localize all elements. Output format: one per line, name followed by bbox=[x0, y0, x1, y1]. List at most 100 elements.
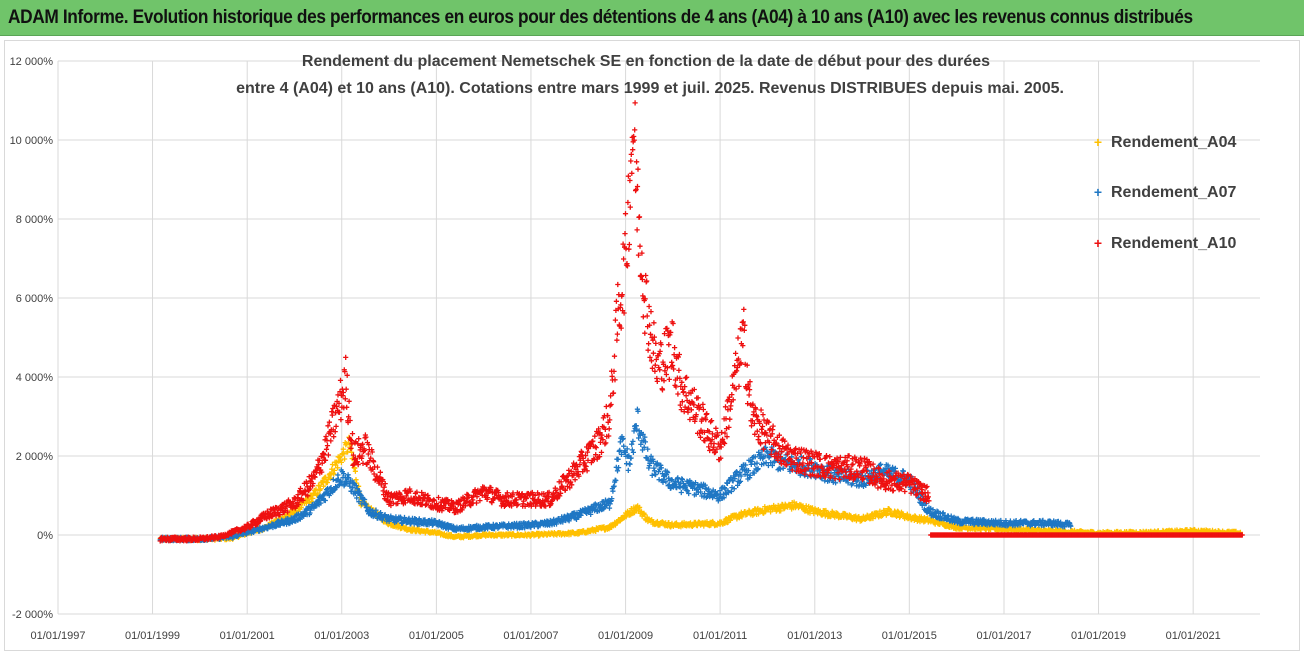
point-rendement-a10 bbox=[635, 166, 641, 172]
point-rendement-a04 bbox=[347, 446, 353, 452]
point-rendement-a04 bbox=[308, 499, 315, 505]
point-rendement-a10 bbox=[827, 454, 833, 460]
point-rendement-a10 bbox=[700, 401, 706, 407]
point-rendement-a10 bbox=[758, 407, 764, 413]
x-tick-label: 01/01/2021 bbox=[1166, 630, 1221, 642]
point-rendement-a10 bbox=[333, 423, 339, 429]
y-tick-label: 0% bbox=[37, 530, 53, 542]
point-rendement-a10 bbox=[628, 158, 634, 164]
point-rendement-a10 bbox=[603, 440, 609, 446]
x-tick-label: 01/01/2019 bbox=[1071, 630, 1126, 642]
point-rendement-a10 bbox=[360, 460, 366, 466]
point-rendement-a07 bbox=[627, 461, 633, 467]
chart-frame bbox=[4, 40, 1300, 651]
point-rendement-a10 bbox=[615, 281, 621, 288]
point-rendement-a04 bbox=[623, 514, 629, 520]
point-rendement-a10 bbox=[638, 273, 644, 280]
point-rendement-a10 bbox=[735, 335, 741, 341]
point-rendement-a10 bbox=[612, 317, 618, 323]
point-rendement-a10 bbox=[622, 211, 629, 217]
point-rendement-a04 bbox=[310, 495, 316, 501]
point-rendement-a10 bbox=[645, 347, 651, 353]
point-rendement-a04 bbox=[316, 483, 322, 489]
point-rendement-a10 bbox=[377, 469, 383, 475]
x-tick-label: 01/01/1999 bbox=[125, 630, 180, 642]
point-rendement-a10 bbox=[640, 314, 646, 320]
point-rendement-a04 bbox=[317, 486, 323, 492]
point-rendement-a10 bbox=[349, 431, 356, 437]
point-rendement-a10 bbox=[374, 464, 381, 470]
point-rendement-a10 bbox=[325, 452, 331, 458]
x-tick-label: 01/01/2017 bbox=[976, 630, 1031, 642]
point-rendement-a10 bbox=[649, 365, 655, 371]
point-rendement-a10 bbox=[603, 403, 609, 410]
point-rendement-a04 bbox=[666, 520, 672, 526]
point-rendement-a07 bbox=[653, 471, 659, 477]
point-rendement-a10 bbox=[344, 404, 350, 410]
point-rendement-a10 bbox=[606, 426, 612, 432]
point-rendement-a10 bbox=[634, 159, 640, 165]
chart-grid bbox=[57, 60, 1260, 615]
point-rendement-a04 bbox=[335, 465, 341, 471]
point-rendement-a10 bbox=[626, 241, 632, 248]
point-rendement-a07 bbox=[656, 477, 662, 483]
y-tick-label: 10 000% bbox=[10, 135, 54, 147]
point-rendement-a10 bbox=[653, 340, 659, 346]
point-rendement-a10 bbox=[371, 459, 377, 465]
point-rendement-a10 bbox=[741, 306, 747, 312]
point-rendement-a10 bbox=[902, 488, 908, 495]
point-rendement-a10 bbox=[875, 485, 881, 491]
point-rendement-a10 bbox=[622, 231, 628, 237]
point-rendement-a10 bbox=[634, 227, 640, 233]
point-rendement-a10 bbox=[850, 461, 856, 467]
point-rendement-a10 bbox=[343, 354, 349, 360]
point-rendement-a10 bbox=[666, 376, 672, 382]
point-rendement-a10 bbox=[323, 433, 329, 440]
point-rendement-a10 bbox=[611, 353, 618, 359]
x-tick-label: 01/01/2007 bbox=[503, 630, 558, 642]
point-rendement-a10 bbox=[659, 387, 666, 393]
point-rendement-a10 bbox=[727, 416, 733, 422]
point-rendement-a10 bbox=[331, 434, 337, 440]
point-rendement-a04 bbox=[330, 470, 336, 476]
point-rendement-a04 bbox=[313, 486, 319, 492]
point-rendement-a10 bbox=[650, 350, 656, 356]
point-rendement-a07 bbox=[631, 428, 637, 434]
title-banner: ADAM Informe. Evolution historique des p… bbox=[0, 0, 1304, 36]
point-rendement-a10 bbox=[338, 417, 344, 423]
point-rendement-a10 bbox=[770, 423, 776, 429]
point-rendement-a10 bbox=[644, 313, 650, 319]
point-rendement-a10 bbox=[707, 447, 713, 454]
point-rendement-a10 bbox=[343, 386, 349, 392]
point-rendement-a04 bbox=[338, 459, 344, 465]
x-tick-label: 01/01/2009 bbox=[598, 630, 653, 642]
point-rendement-a10 bbox=[632, 100, 638, 106]
point-rendement-a10 bbox=[736, 383, 742, 389]
point-rendement-a10 bbox=[675, 391, 681, 397]
point-rendement-a10 bbox=[759, 423, 766, 430]
point-rendement-a07 bbox=[630, 449, 636, 455]
point-rendement-a10 bbox=[642, 330, 648, 336]
point-rendement-a04 bbox=[320, 478, 326, 484]
series-rendement-a10-flat bbox=[928, 532, 1245, 538]
point-rendement-a04 bbox=[341, 451, 347, 457]
point-rendement-a04 bbox=[342, 456, 348, 462]
point-rendement-a04 bbox=[644, 514, 650, 520]
point-rendement-a10 bbox=[760, 412, 766, 418]
point-rendement-a10 bbox=[652, 368, 658, 374]
point-rendement-a04 bbox=[315, 490, 321, 496]
point-rendement-a10 bbox=[664, 325, 670, 331]
point-rendement-a10 bbox=[328, 438, 334, 444]
point-rendement-a10 bbox=[648, 309, 654, 315]
point-rendement-a07 bbox=[629, 447, 635, 453]
point-rendement-a10 bbox=[323, 446, 330, 452]
point-rendement-a10 bbox=[779, 437, 785, 443]
x-tick-label: 01/01/1997 bbox=[30, 630, 85, 642]
point-rendement-a10 bbox=[346, 398, 352, 404]
point-rendement-a10 bbox=[630, 147, 636, 153]
point-rendement-a10 bbox=[643, 272, 649, 279]
data-points bbox=[157, 100, 1245, 544]
point-rendement-a10 bbox=[324, 443, 331, 449]
point-rendement-a10 bbox=[669, 359, 675, 365]
